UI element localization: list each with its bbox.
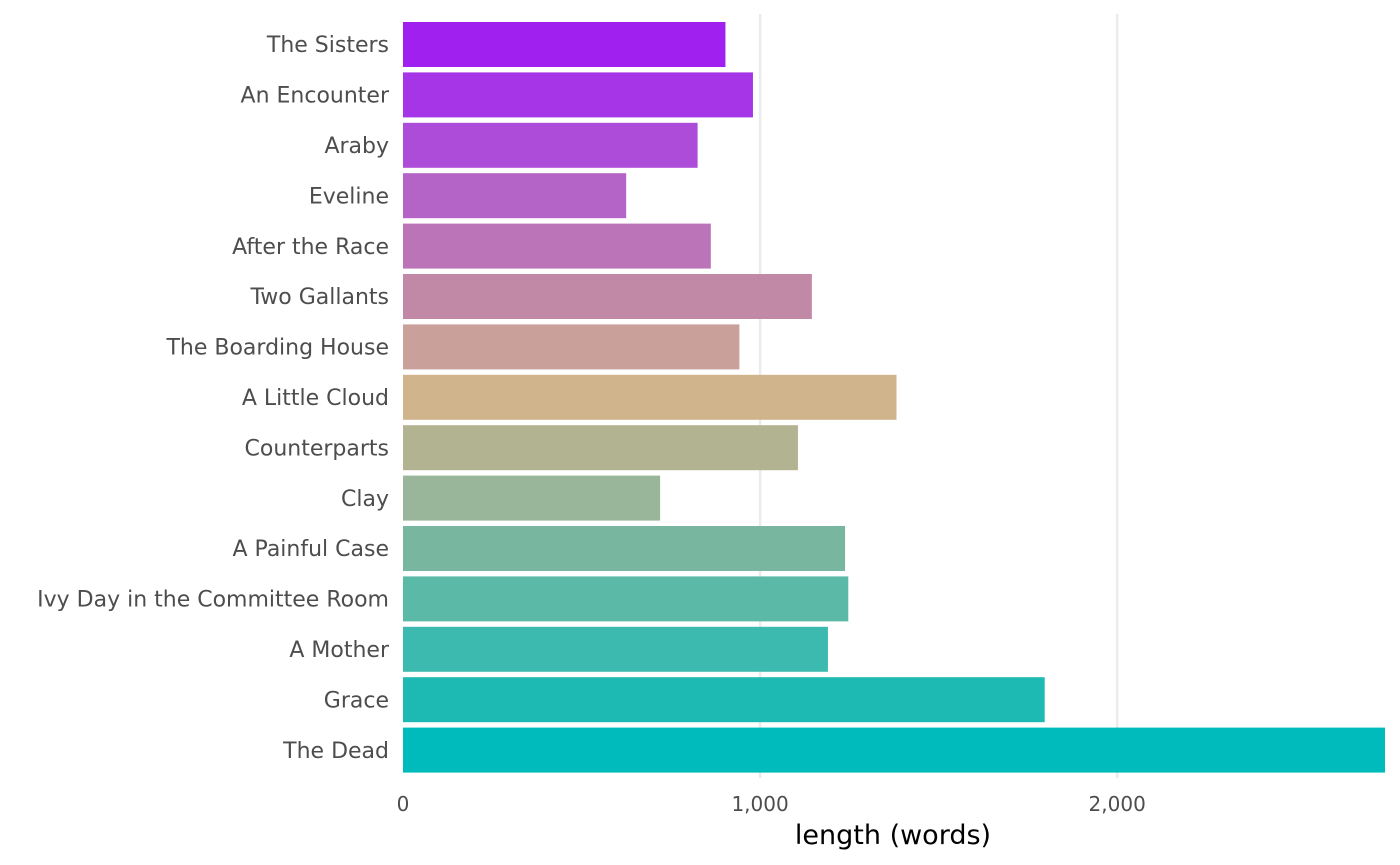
bar bbox=[403, 374, 897, 420]
bar bbox=[403, 173, 627, 219]
category-label: Clay bbox=[341, 487, 389, 512]
category-label: Ivy Day in the Committee Room bbox=[37, 588, 389, 613]
category-label: Grace bbox=[324, 688, 389, 713]
bar bbox=[403, 22, 726, 67]
bar bbox=[403, 122, 698, 168]
x-tick-label: 2,000 bbox=[1089, 792, 1146, 816]
category-label: A Little Cloud bbox=[242, 386, 389, 411]
bar bbox=[403, 425, 798, 471]
bar bbox=[403, 324, 740, 370]
category-label: Araby bbox=[324, 134, 389, 159]
category-label: Two Gallants bbox=[249, 285, 389, 310]
category-label: The Boarding House bbox=[165, 336, 389, 361]
bar bbox=[403, 72, 753, 118]
x-tick-label: 0 bbox=[397, 792, 410, 816]
bar bbox=[403, 727, 1385, 773]
bar bbox=[403, 475, 661, 521]
category-labels: The Sisters An Encounter Araby Eveline After… bbox=[37, 33, 390, 764]
x-tick-labels: 0 1,000 2,000 bbox=[397, 792, 1146, 816]
bar bbox=[403, 677, 1045, 723]
bar bbox=[403, 223, 711, 269]
x-axis-title: length (words) bbox=[795, 820, 991, 851]
bar bbox=[403, 274, 812, 319]
category-label: Counterparts bbox=[245, 436, 390, 461]
category-label: The Sisters bbox=[266, 33, 389, 58]
bars bbox=[403, 22, 1385, 773]
category-label: Eveline bbox=[309, 184, 389, 209]
bar bbox=[403, 576, 849, 622]
x-tick-label: 1,000 bbox=[731, 792, 788, 816]
bar bbox=[403, 526, 846, 571]
category-label: An Encounter bbox=[241, 84, 390, 109]
category-label: After the Race bbox=[232, 235, 389, 260]
bar bbox=[403, 626, 828, 672]
category-label: A Painful Case bbox=[233, 537, 390, 562]
category-label: A Mother bbox=[289, 638, 390, 663]
category-label: The Dead bbox=[282, 739, 389, 764]
